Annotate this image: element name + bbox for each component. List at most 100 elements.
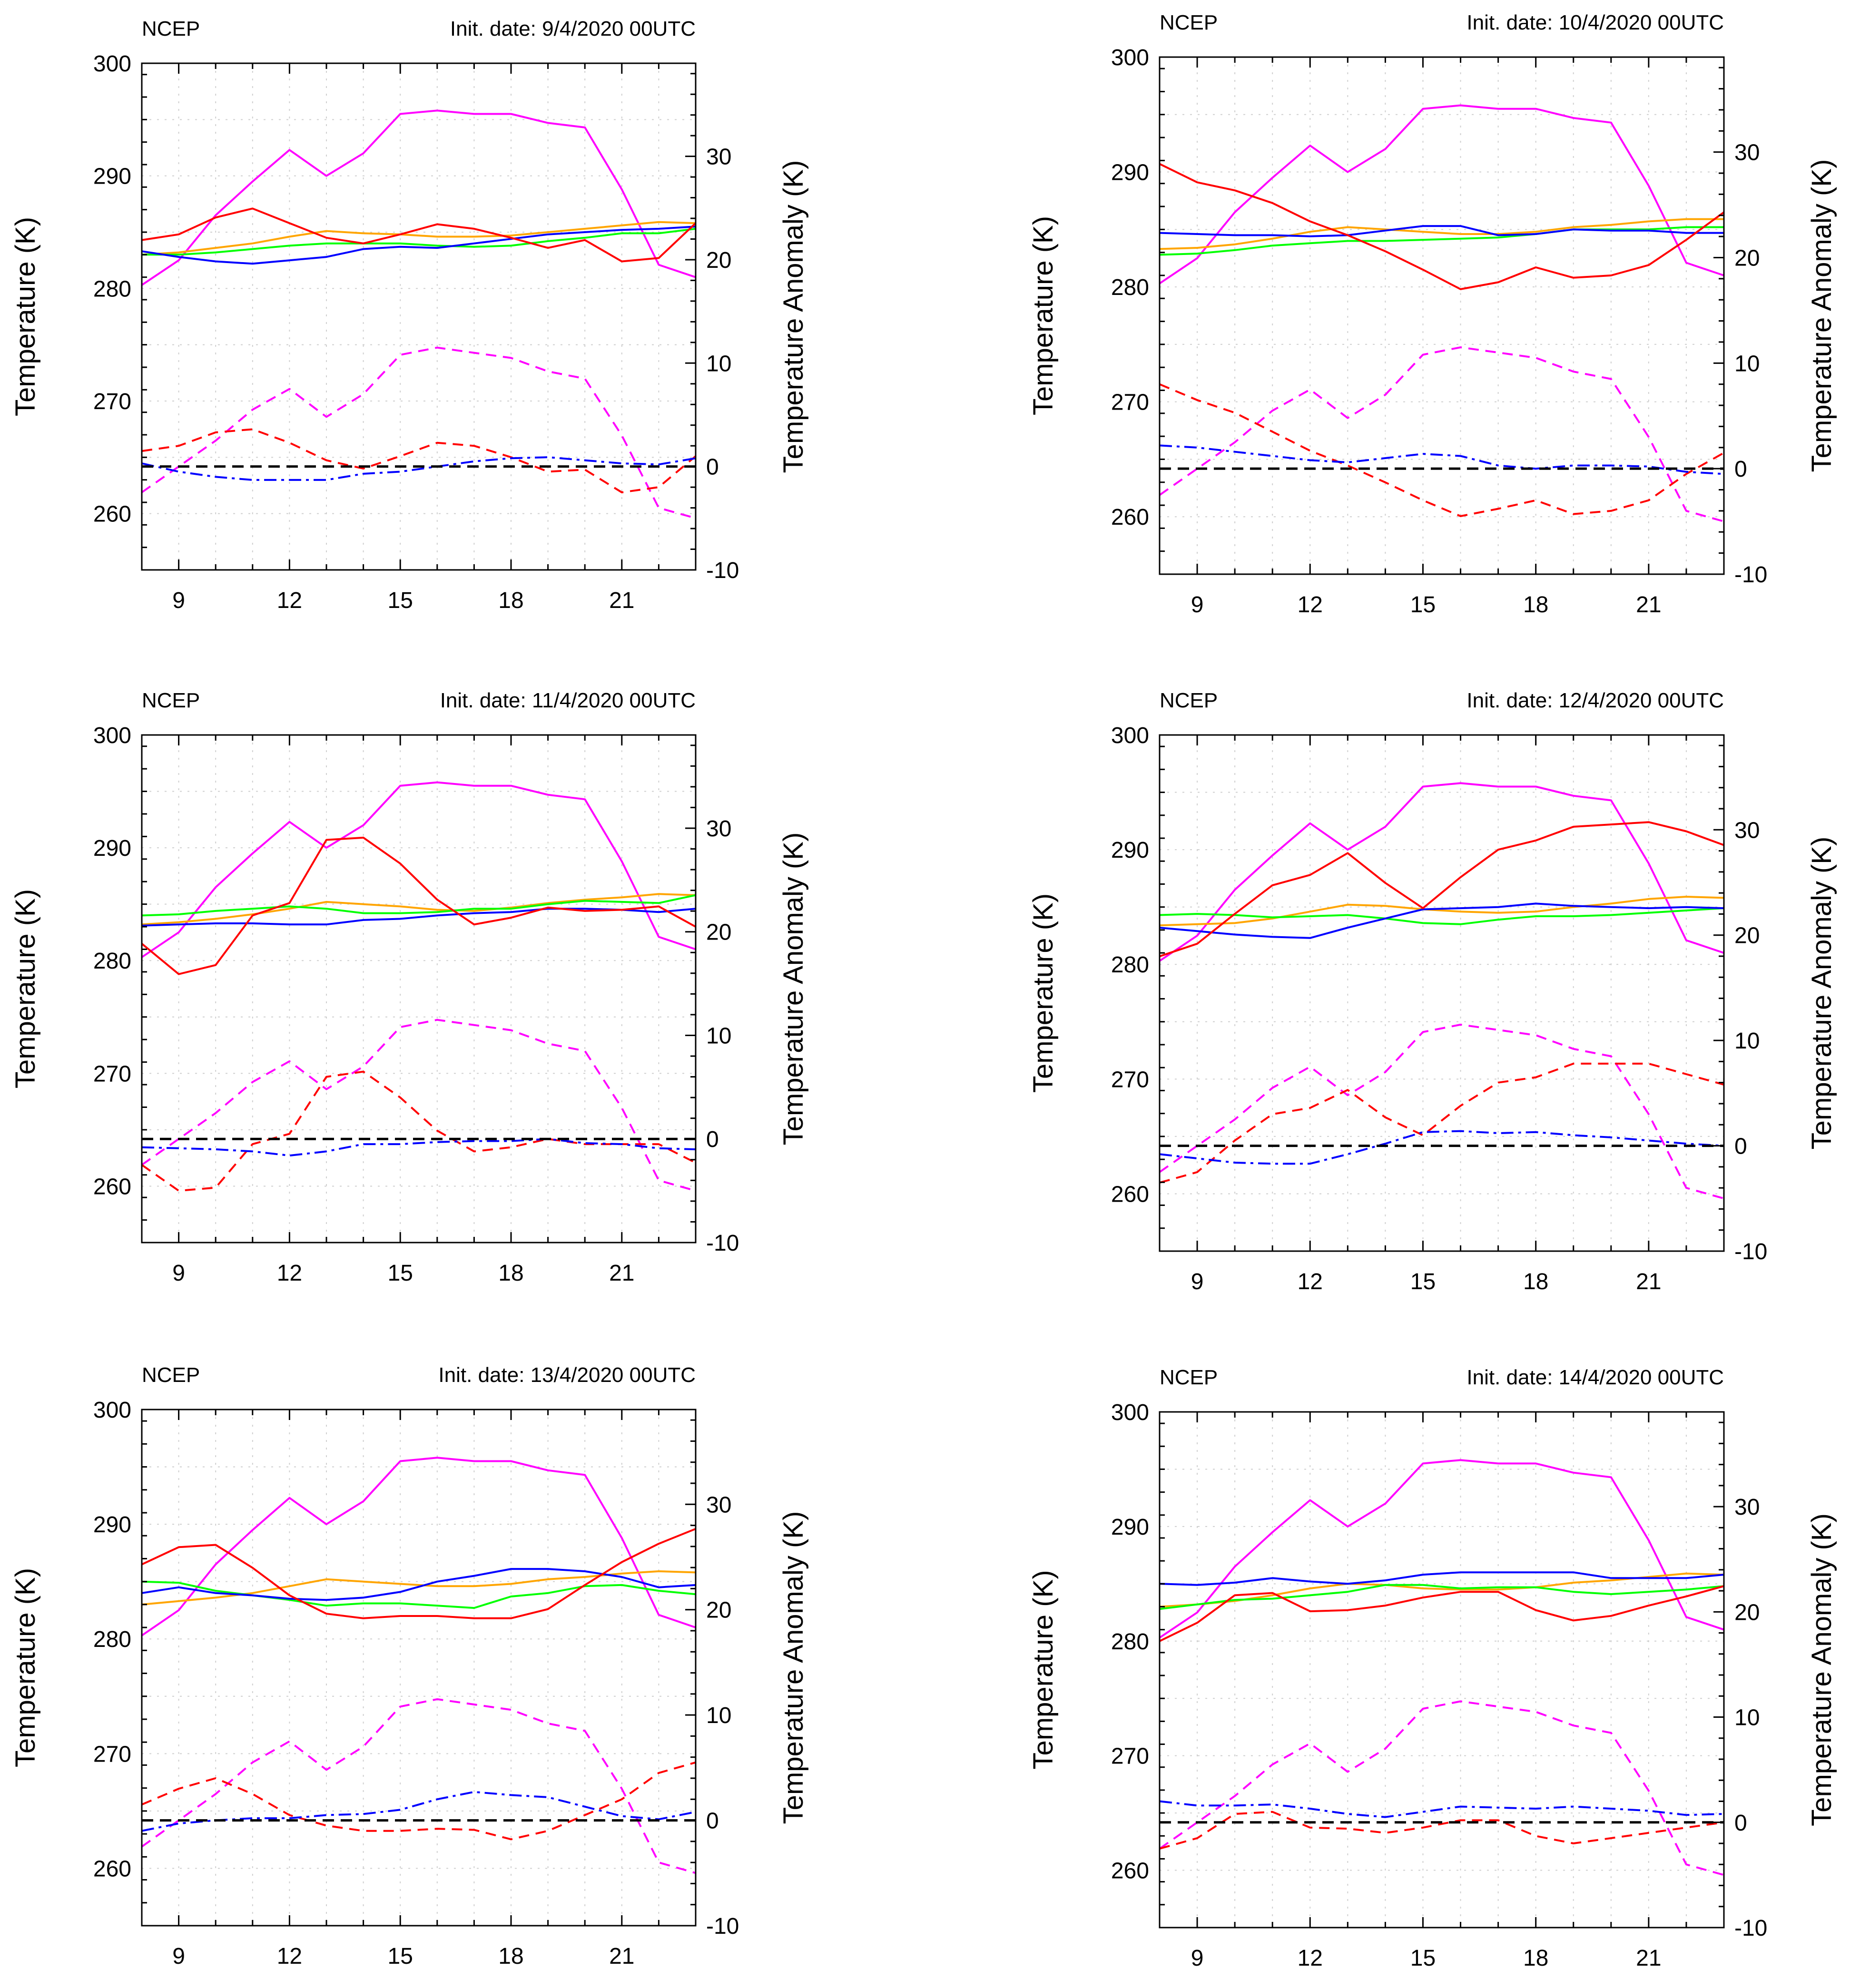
series-line-orange	[141, 221, 696, 256]
y-tick-label: 290	[1111, 838, 1149, 863]
x-tick-label: 18	[1523, 1269, 1548, 1294]
y2-tick-label: -10	[1734, 1239, 1767, 1264]
x-tick-label: 15	[1410, 1946, 1436, 1971]
y2-axis-label: Temperature Anomaly (K)	[1806, 159, 1837, 472]
chart-title: Init. date: 10/4/2020 00UTC	[1466, 11, 1724, 34]
y-tick-label: 280	[93, 276, 131, 302]
y-tick-label: 300	[1111, 1400, 1149, 1425]
y2-tick-label: -10	[706, 1914, 739, 1939]
series-line-red	[141, 836, 696, 975]
chart-title: Init. date: 13/4/2020 00UTC	[438, 1363, 696, 1387]
x-tick-label: 15	[388, 588, 413, 613]
y-tick-label: 270	[93, 1061, 131, 1087]
x-tick-label: 9	[172, 1261, 185, 1286]
series-line-red-anomaly	[141, 1070, 696, 1192]
series-line-green	[1159, 1584, 1724, 1610]
series-line-magenta-anomaly	[141, 346, 696, 519]
series-line-magenta-anomaly	[1159, 1700, 1724, 1876]
x-tick-label: 18	[498, 1261, 523, 1286]
chart-title: Init. date: 12/4/2020 00UTC	[1466, 689, 1724, 712]
x-tick-label: 21	[609, 588, 634, 613]
source-label: NCEP	[1160, 689, 1218, 712]
y2-tick-label: 0	[706, 1127, 719, 1152]
y2-axis-label: Temperature Anomaly (K)	[1806, 837, 1837, 1150]
y2-tick-label: 20	[1734, 245, 1760, 271]
series-line-blue-anomaly	[1159, 444, 1724, 475]
series-line-magenta	[1159, 782, 1724, 962]
series-line-blue	[141, 225, 696, 265]
x-tick-label: 21	[609, 1944, 634, 1969]
y2-tick-label: 10	[706, 1023, 731, 1048]
source-label: NCEP	[142, 17, 200, 40]
y-tick-label: 280	[1111, 1629, 1149, 1655]
y-tick-label: 260	[93, 502, 131, 527]
x-tick-label: 15	[1410, 592, 1436, 617]
x-tick-label: 12	[1298, 1269, 1323, 1294]
y2-tick-label: 30	[1734, 818, 1760, 843]
y2-tick-label: 10	[1734, 351, 1760, 376]
series-line-blue	[1159, 902, 1724, 939]
x-tick-label: 18	[498, 588, 523, 613]
chart-panel-3: 9 12 15 18 21 260 270 280 290 300 -10 0 10 20 30 NCEP In…	[10, 689, 809, 1286]
x-tick-label: 18	[1523, 1946, 1548, 1971]
y2-tick-label: 20	[1734, 1600, 1760, 1625]
series-line-blue	[141, 908, 696, 927]
y-tick-label: 300	[93, 51, 131, 77]
y-tick-label: 300	[1111, 45, 1149, 70]
y2-tick-label: 30	[1734, 1495, 1760, 1520]
y-tick-label: 260	[1111, 505, 1149, 530]
y2-tick-label: 30	[1734, 140, 1760, 166]
x-tick-label: 15	[1410, 1269, 1436, 1294]
x-tick-label: 9	[172, 1944, 185, 1969]
y2-tick-label: 20	[706, 1598, 731, 1623]
y-axis-label: Temperature (K)	[1028, 893, 1059, 1093]
series-line-magenta-anomaly	[141, 1018, 696, 1192]
chart-title: Init. date: 11/4/2020 00UTC	[440, 689, 696, 712]
y2-axis-label: Temperature Anomaly (K)	[778, 160, 809, 473]
x-tick-label: 9	[1191, 1269, 1204, 1294]
y-tick-label: 290	[93, 164, 131, 189]
x-tick-label: 21	[609, 1261, 634, 1286]
series-line-magenta-anomaly	[1159, 1023, 1724, 1200]
y-tick-label: 280	[1111, 952, 1149, 978]
x-tick-label: 15	[388, 1944, 413, 1969]
series-line-red-anomaly	[1159, 1062, 1724, 1184]
series-line-red	[141, 207, 697, 263]
series-line-blue	[1159, 225, 1724, 237]
y2-tick-label: 20	[1734, 923, 1760, 949]
chart-panel-1: 9 12 15 18 21 260 270 280 290 300 -10 0 10 20 30 NCEP In…	[10, 17, 809, 613]
y-axis-label: Temperature (K)	[10, 1568, 41, 1767]
y-tick-label: 280	[1111, 275, 1149, 300]
y2-axis-label: Temperature Anomaly (K)	[1806, 1513, 1837, 1826]
y-tick-label: 300	[93, 1398, 131, 1423]
x-tick-label: 12	[1298, 592, 1323, 617]
source-label: NCEP	[142, 689, 200, 712]
x-tick-label: 18	[498, 1944, 523, 1969]
y-tick-label: 300	[1111, 723, 1149, 748]
series-line-blue-anomaly	[141, 1138, 696, 1157]
series-line-magenta	[141, 1457, 696, 1636]
chart-title: Init. date: 14/4/2020 00UTC	[1466, 1366, 1724, 1389]
x-tick-label: 12	[277, 1261, 302, 1286]
chart-panel-2: 9 12 15 18 21 260 270 280 290 300 -10 0 10 20 30 NCEP In…	[1028, 11, 1837, 617]
x-tick-label: 12	[277, 1944, 302, 1969]
chart-panel-6: 9 12 15 18 21 260 270 280 290 300 -10 0 10 20 30 NCEP In…	[1028, 1366, 1837, 1971]
series-line-green	[141, 894, 696, 917]
y-axis-label: Temperature (K)	[1028, 1570, 1059, 1769]
x-tick-label: 9	[1191, 1946, 1204, 1971]
series-line-red	[141, 1528, 696, 1619]
y-tick-label: 280	[93, 1627, 131, 1652]
series-line-orange	[141, 1570, 696, 1606]
y2-tick-label: 0	[1734, 1811, 1747, 1836]
y-tick-label: 270	[93, 389, 131, 414]
series-line-orange	[141, 893, 696, 926]
series-line-green	[141, 1580, 696, 1609]
series-line-green	[1159, 226, 1724, 256]
y-tick-label: 270	[1111, 1744, 1149, 1769]
series-line-green	[1159, 907, 1724, 925]
series-line-red	[1159, 163, 1725, 290]
y2-tick-label: 30	[706, 816, 731, 842]
chart-panel-5: 9 12 15 18 21 260 270 280 290 300 -10 0 10 20 30 NCEP In…	[10, 1363, 809, 1969]
y-tick-label: 300	[93, 723, 131, 748]
plot-frame	[141, 62, 697, 571]
